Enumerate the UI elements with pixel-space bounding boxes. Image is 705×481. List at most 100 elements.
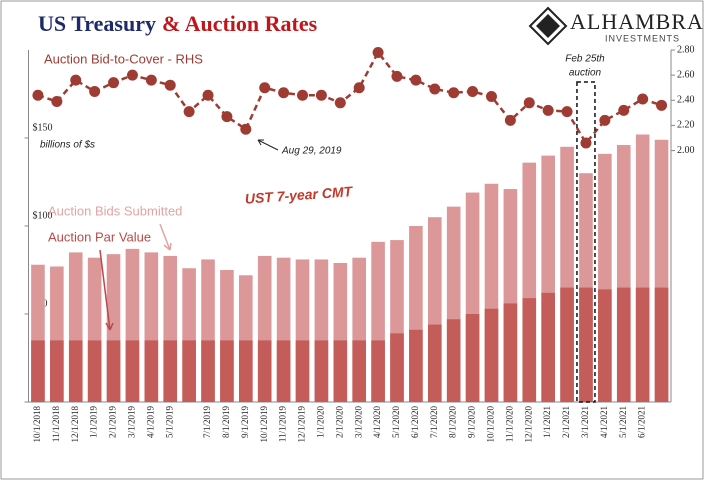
- annotation: auction: [569, 68, 602, 79]
- dot: [51, 96, 63, 108]
- bar: [314, 340, 329, 402]
- bar: [503, 303, 518, 402]
- bar: [390, 333, 404, 402]
- legend-label: Auction Bid-to-Cover - RHS: [44, 51, 203, 66]
- bar: [616, 287, 631, 402]
- bar: [163, 340, 178, 402]
- x-tick-label: 8/1/2019: [221, 406, 231, 439]
- dot: [542, 104, 554, 116]
- bar: [427, 324, 442, 402]
- x-tick-label: 10/1/2019: [259, 406, 269, 443]
- x-tick-label: 5/1/2021: [618, 406, 628, 438]
- dot: [637, 93, 649, 105]
- bar: [654, 287, 669, 402]
- title-part: & Auction Rates: [162, 11, 318, 36]
- x-tick-label: 6/1/2021: [637, 406, 647, 438]
- dot: [278, 87, 290, 99]
- bar: [257, 340, 272, 402]
- bar: [371, 340, 385, 402]
- units-label: billions of $s: [40, 140, 95, 151]
- dot: [240, 123, 252, 135]
- bar: [144, 340, 159, 402]
- bar: [87, 340, 102, 402]
- dot: [448, 87, 460, 99]
- x-tick-label: 11/1/2020: [504, 406, 514, 443]
- x-tick-label: 10/1/2018: [32, 406, 42, 443]
- dot: [334, 97, 346, 109]
- x-tick-label: 1/1/2021: [542, 406, 552, 438]
- annotation: Aug 29, 2019: [281, 146, 342, 157]
- arrow: [257, 139, 279, 151]
- line: [37, 50, 662, 146]
- title-part: US Treasury: [38, 11, 156, 36]
- chart-title: US Treasury & Auction Rates: [38, 11, 318, 36]
- x-tick-label: 9/1/2019: [240, 406, 250, 439]
- dot: [259, 82, 271, 94]
- x-tick-label: 12/1/2019: [297, 406, 307, 443]
- x-tick-label: 5/1/2019: [164, 406, 174, 439]
- y2-tick-label: 2.40: [677, 95, 695, 106]
- bar: [182, 340, 196, 402]
- bar: [465, 314, 480, 402]
- x-tick-label: 4/1/2021: [599, 406, 609, 438]
- bar: [484, 308, 499, 402]
- dot: [297, 89, 309, 101]
- x-tick-label: 3/1/2020: [353, 406, 363, 439]
- dot: [89, 85, 101, 97]
- logo-sub: INVESTMENTS: [605, 33, 680, 43]
- dot: [467, 85, 479, 97]
- dot: [353, 82, 365, 94]
- bar: [201, 340, 215, 402]
- x-tick-label: 2/1/2021: [561, 406, 571, 438]
- bar: [239, 340, 253, 402]
- bar: [68, 340, 83, 402]
- y2-tick-label: 2.00: [677, 145, 695, 156]
- x-tick-label: 3/1/2019: [126, 406, 136, 439]
- dot: [485, 91, 497, 103]
- dot: [580, 137, 592, 149]
- dot: [126, 69, 138, 81]
- dot: [429, 83, 441, 95]
- logo-text: ALHAMBRA: [570, 9, 704, 34]
- x-tick-label: 3/1/2021: [580, 406, 590, 438]
- arrow: [159, 223, 172, 251]
- logo-mark: [528, 6, 568, 46]
- bar: [522, 298, 537, 402]
- bar: [446, 319, 461, 402]
- x-tick-label: 7/1/2020: [429, 406, 439, 439]
- x-tick-label: 4/1/2020: [372, 406, 382, 439]
- bar: [31, 340, 45, 402]
- dot: [391, 70, 403, 82]
- annotation: UST 7-year CMT: [244, 183, 354, 207]
- bar: [560, 287, 574, 402]
- y2-tick-label: 2.80: [677, 44, 695, 55]
- dot: [315, 89, 327, 101]
- bar: [50, 340, 64, 402]
- bar: [333, 340, 348, 402]
- bar: [295, 340, 310, 402]
- logo-mark: [536, 14, 560, 38]
- legend-label: Auction Par Value: [48, 229, 151, 244]
- dot: [70, 74, 82, 86]
- logo: ALHAMBRA INVESTMENTS: [528, 6, 704, 46]
- x-tick-label: 2/1/2020: [334, 406, 344, 439]
- dot: [145, 74, 157, 86]
- bar: [106, 340, 121, 402]
- x-tick-label: 12/1/2020: [523, 406, 533, 443]
- dot: [599, 114, 611, 126]
- y-tick-label: $150: [33, 122, 53, 133]
- arrow: [99, 249, 114, 331]
- x-tick-label: 10/1/2020: [486, 406, 496, 443]
- bar: [598, 289, 612, 402]
- dot: [372, 47, 384, 59]
- dot: [108, 77, 120, 89]
- dot: [618, 104, 630, 116]
- x-tick-label: 4/1/2019: [145, 406, 155, 439]
- x-tick-label: 11/1/2019: [278, 406, 288, 443]
- dot: [164, 79, 176, 91]
- dot: [221, 111, 233, 123]
- x-tick-label: 12/1/2018: [70, 406, 80, 443]
- annotation: Feb 25th: [565, 54, 605, 65]
- dot: [504, 114, 516, 126]
